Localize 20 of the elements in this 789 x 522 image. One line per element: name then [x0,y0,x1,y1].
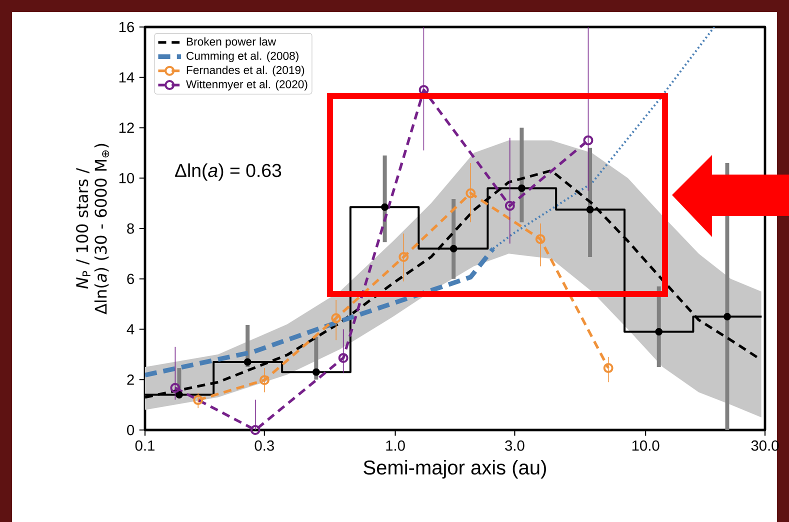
y-tick-label: 0 [127,424,134,436]
annotation: Δln(a) = 0.63 [175,163,282,181]
legend-label: Fernandes et al. (2019) [186,66,304,76]
x-tick-label: 0.3 [254,440,274,451]
y-tick-label: 14 [119,72,134,82]
legend-label: Cumming et al. (2008) [186,52,298,62]
y-tick-label: 16 [119,22,134,32]
x-tick-label: 3.0 [505,440,524,451]
legend-label: Wittenmyer et al. (2020) [186,80,308,90]
y-tick-label: 6 [127,274,134,284]
x-tick-label: 10.0 [632,440,660,451]
legend-label: Broken power law [186,37,276,48]
y-tick-label: 4 [126,324,134,334]
y-tick-label: 8 [127,223,134,234]
x-tick-label: 1.0 [386,440,405,451]
x-tick-label: 0.1 [135,440,154,451]
y-tick-label: 10 [119,172,134,184]
y-tick-label: 2 [127,374,134,385]
y-tick-label: 12 [119,122,134,133]
x-axis-title: Semi-major axis (au) [364,460,546,479]
